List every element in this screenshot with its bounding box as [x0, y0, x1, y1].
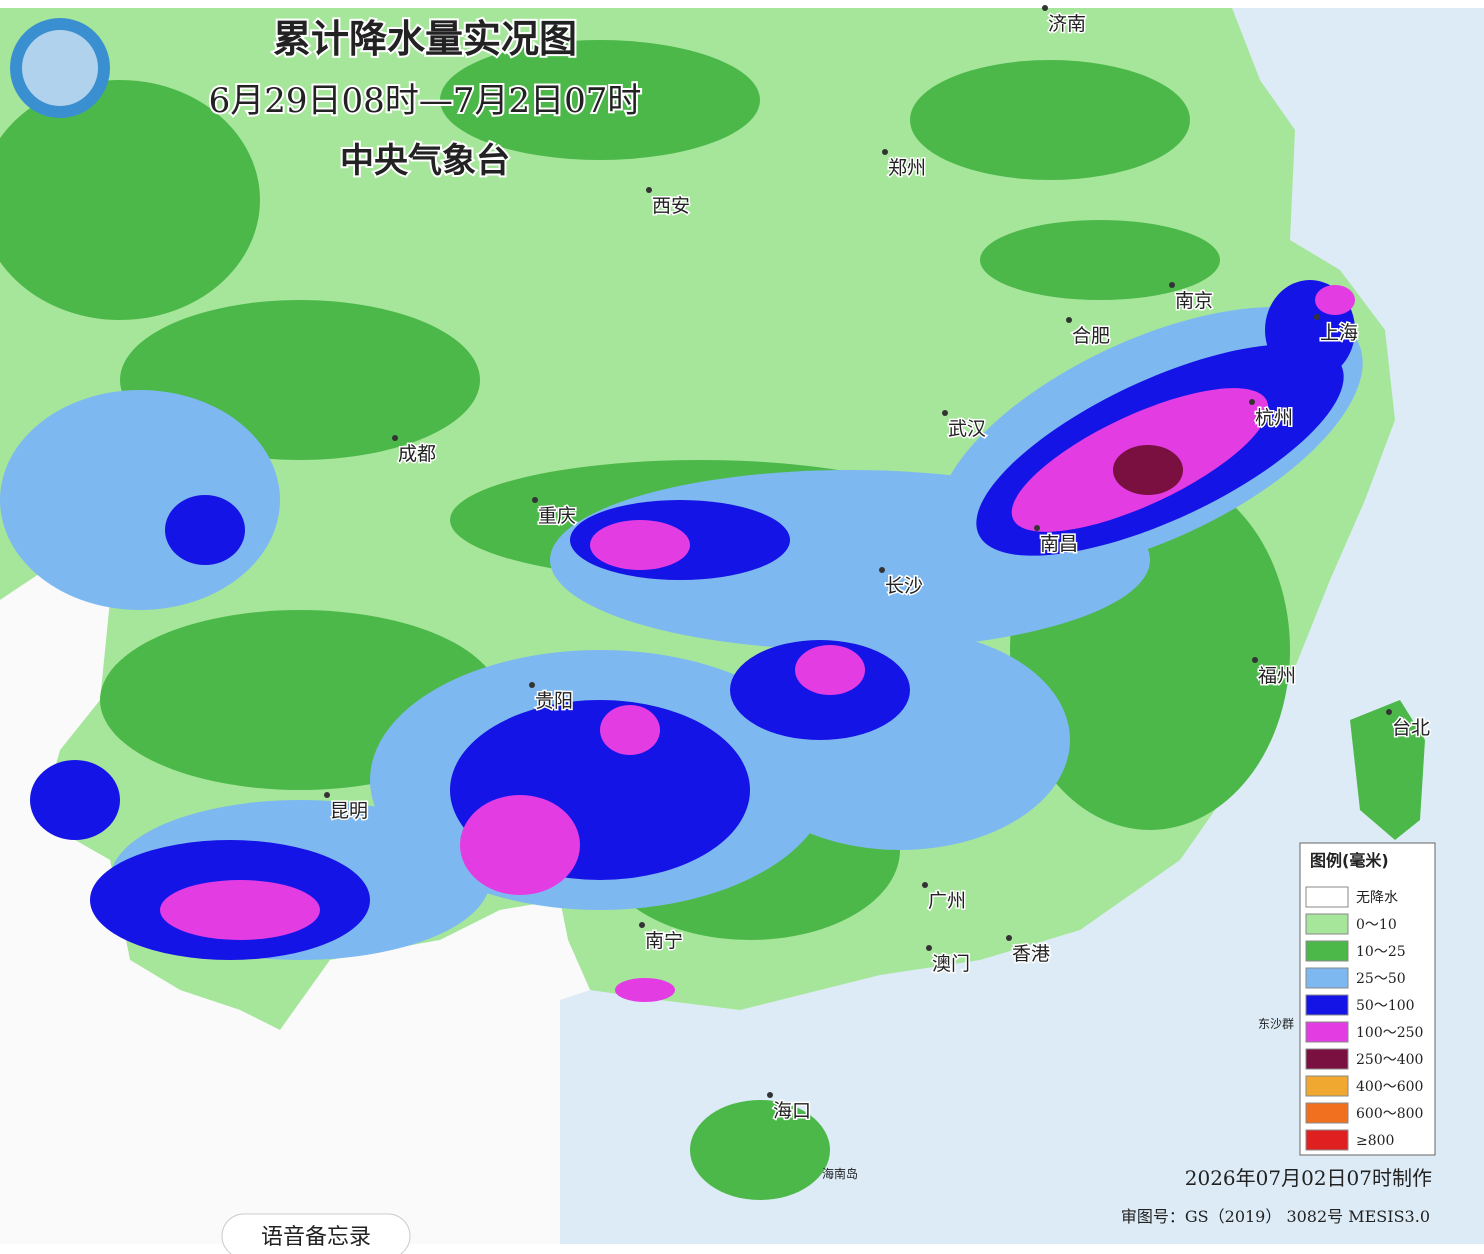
legend-label: 10～25 [1356, 944, 1406, 960]
city-label: 昆明 [330, 800, 368, 822]
legend-label: 600～800 [1356, 1106, 1423, 1122]
city-dot [922, 882, 928, 888]
city-dot [646, 187, 652, 193]
city-dot [1386, 709, 1392, 715]
city-dot [1006, 935, 1012, 941]
title: 累计降水量实况图 [273, 17, 577, 61]
legend-title: 图例(毫米) [1310, 851, 1389, 870]
voice-memo-button[interactable] [221, 1213, 411, 1254]
legend-swatch [1305, 1075, 1349, 1097]
city-label: 重庆 [538, 505, 576, 527]
city-label: 济南 [1048, 13, 1086, 35]
legend-label: 250～400 [1356, 1052, 1423, 1068]
city-dot [324, 792, 330, 798]
legend-swatch [1305, 1048, 1349, 1070]
legend-swatch [1305, 1021, 1349, 1043]
foreign-land [0, 560, 590, 1244]
legend-label: ≥800 [1356, 1133, 1394, 1149]
city-dot [1034, 525, 1040, 531]
city-dot [1042, 5, 1048, 11]
city-label: 西安 [652, 195, 690, 217]
city-label: 杭州 [1255, 407, 1293, 429]
city-label: 海口 [773, 1100, 811, 1122]
legend-label: 100～250 [1356, 1025, 1423, 1041]
city-label: 福州 [1258, 665, 1296, 687]
city-dot [926, 945, 932, 951]
legend-label: 50～100 [1356, 998, 1415, 1014]
place-label: 东沙群 [1258, 1017, 1294, 1031]
city-dot [879, 567, 885, 573]
city-label: 广州 [928, 890, 966, 912]
city-label: 台北 [1392, 717, 1430, 739]
period: 6月29日08时—7月2日07时 [209, 81, 642, 121]
city-dot [882, 149, 888, 155]
hainan [690, 1100, 830, 1200]
made-time: 2026年07月02日07时制作 [1185, 1166, 1432, 1190]
city-label: 南宁 [645, 930, 683, 952]
legend-label: 0～10 [1356, 917, 1397, 933]
taiwan [1350, 700, 1425, 840]
legend-label: 无降水 [1356, 890, 1398, 906]
city-dot [392, 435, 398, 441]
legend-swatch [1305, 1102, 1349, 1124]
city-dot [767, 1092, 773, 1098]
city-label: 长沙 [885, 575, 923, 597]
rain-250-400 [1113, 445, 1183, 495]
city-dot [529, 682, 535, 688]
city-label: 上海 [1320, 322, 1358, 344]
city-dot [1249, 399, 1255, 405]
city-label: 成都 [398, 443, 436, 465]
city-dot [1169, 282, 1175, 288]
approval: 审图号：GS（2019） 3082号 MESIS3.0 [1121, 1207, 1430, 1226]
city-dot [532, 497, 538, 503]
city-label: 郑州 [888, 157, 926, 179]
legend-swatch [1305, 940, 1349, 962]
city-label: 南京 [1175, 290, 1213, 312]
legend-label: 25～50 [1356, 971, 1406, 987]
legend: 无降水 0～10 10～25 25～50 50～100 100～250 250～400 400… [1305, 886, 1423, 1151]
legend-swatch [1305, 967, 1349, 989]
city-dot [1314, 314, 1320, 320]
city-label: 合肥 [1072, 325, 1110, 347]
issuer: 中央气象台 [340, 141, 510, 181]
city-dot [1252, 657, 1258, 663]
city-label: 澳门 [932, 953, 970, 975]
place-label: 海南岛 [822, 1166, 858, 1181]
voice-memo-label[interactable]: 语音备忘录 [261, 1225, 371, 1250]
legend-swatch [1305, 913, 1349, 935]
city-dot [639, 922, 645, 928]
city-label: 武汉 [948, 418, 986, 440]
city-label: 贵阳 [535, 690, 573, 712]
city-label: 南昌 [1040, 533, 1078, 555]
legend-label: 400～600 [1356, 1079, 1423, 1095]
city-label: 香港 [1012, 943, 1050, 965]
logo-inner [22, 30, 98, 106]
legend-swatch [1305, 1129, 1349, 1151]
legend-swatch [1305, 886, 1349, 908]
legend-swatch [1305, 994, 1349, 1016]
city-dot [942, 410, 948, 416]
city-dot [1066, 317, 1072, 323]
